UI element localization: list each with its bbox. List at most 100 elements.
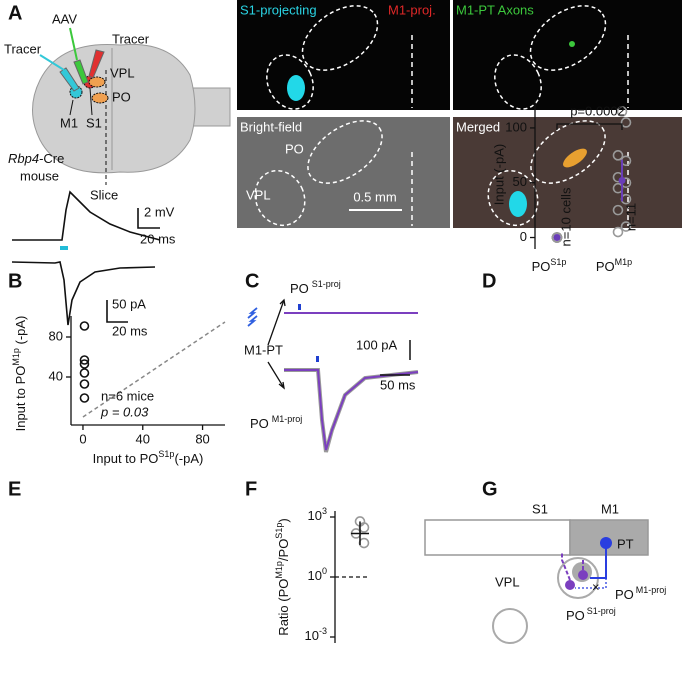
label: PO S1-proj — [566, 606, 616, 623]
image-title: Bright-field — [240, 119, 302, 134]
scale-label: 50 pA — [112, 296, 146, 311]
brain-schematic — [32, 27, 231, 185]
y-tick-label: 100 — [308, 566, 327, 583]
label-part: Input to PO — [93, 451, 159, 466]
category-sup: M1p — [615, 257, 633, 267]
traces-c — [247, 298, 419, 453]
y-axis-label: Ratio (POM1p/POS1p) — [274, 518, 291, 635]
label-part: S1p — [158, 449, 174, 459]
scale-label: 20 ms — [140, 231, 176, 246]
label: M1 — [601, 501, 619, 516]
y-tick-label: 40 — [49, 368, 63, 383]
scale-label: 50 ms — [380, 377, 416, 392]
scale-label: 20 ms — [112, 323, 148, 338]
circuit-diagram — [424, 519, 649, 644]
label-part: ) — [276, 518, 291, 522]
label: PO M1-proj — [250, 414, 302, 431]
label-part: M1p — [11, 348, 21, 366]
label: PT — [617, 536, 634, 551]
label: PO — [112, 89, 131, 104]
label-part: Ratio (PO — [276, 579, 291, 636]
data-point — [620, 221, 632, 232]
x-tick-label: POS1p — [532, 257, 567, 274]
stimulus — [60, 246, 68, 250]
label: M1 — [60, 115, 78, 130]
annotation: p=0.0002 — [570, 103, 625, 118]
label: M1-PT — [244, 342, 283, 357]
category: PO — [596, 259, 615, 274]
significance-bracket — [556, 123, 623, 130]
annotation: n=6 mice — [101, 388, 154, 403]
label: PO — [285, 141, 304, 156]
data-point — [612, 226, 624, 238]
data-point — [79, 393, 90, 403]
label-part: S1p — [274, 523, 284, 539]
tick-sup: -3 — [319, 626, 327, 636]
mean-marker — [618, 177, 626, 185]
annotation: n=11 — [623, 203, 638, 231]
image-title: M1-PT Axons — [456, 2, 534, 17]
label: mouse — [20, 168, 59, 183]
label: × — [592, 579, 600, 594]
label: VPL — [246, 187, 271, 202]
y-tick-label: 103 — [308, 506, 327, 523]
micrographs — [237, 0, 682, 228]
label-part: (-pA) — [13, 316, 28, 349]
x-tick-label: 40 — [136, 431, 150, 446]
stimulus — [298, 304, 301, 310]
x-tick-label: POM1p — [596, 257, 632, 274]
panel-label: E — [8, 478, 21, 500]
y-tick-label: 0 — [520, 229, 527, 244]
tick-sup: 3 — [322, 506, 327, 516]
data-point — [79, 355, 90, 365]
panel-label: D — [482, 270, 496, 292]
image-title: S1-projecting — [240, 2, 317, 17]
annotation: p = 0.03 — [100, 404, 149, 419]
label: VPL — [110, 65, 135, 80]
scale-label: 100 pA — [356, 337, 398, 352]
label: Tracer — [4, 41, 42, 56]
mean-marker — [553, 234, 561, 242]
data-point — [79, 359, 90, 369]
tick-base: 10 — [308, 568, 322, 583]
tick-base: 10 — [305, 628, 319, 643]
data-point — [79, 321, 90, 331]
data-point — [358, 537, 370, 549]
scale-label: 2 mV — [144, 204, 175, 219]
panel-label: F — [245, 478, 257, 500]
tick-base: 10 — [308, 508, 322, 523]
label: S1 — [86, 115, 102, 130]
y-axis-label: Input (-pA) — [491, 144, 506, 205]
annotation: n=10 cells — [558, 187, 573, 246]
diagonal — [82, 321, 226, 418]
data-point — [620, 117, 632, 128]
y-tick-label: 50 — [513, 174, 527, 189]
y-axis-label: Input to POM1p (-pA) — [11, 316, 28, 432]
stimulus — [316, 356, 319, 362]
traces-b — [11, 190, 161, 326]
data-point — [79, 379, 90, 389]
panel-label: B — [8, 270, 22, 292]
panel-label: C — [245, 270, 259, 292]
scale-bar-label: 0.5 mm — [353, 189, 396, 204]
y-tick-label: 100 — [505, 119, 527, 134]
label-part: /PO — [276, 539, 291, 561]
tick-sup: 0 — [322, 566, 327, 576]
label: VPL — [495, 574, 520, 589]
label: S1 — [532, 501, 548, 516]
label: PO M1-proj — [615, 585, 666, 602]
label-part: (-pA) — [174, 451, 203, 466]
x-axis-label: Input to POS1p(-pA) — [93, 449, 204, 466]
data-point — [612, 204, 624, 216]
label-part: M1p — [274, 561, 284, 579]
label: Tracer — [112, 31, 150, 46]
image-title: Merged — [456, 119, 500, 134]
panel-label: G — [482, 478, 498, 500]
data-point — [551, 232, 563, 243]
x-tick-label: 0 — [79, 431, 86, 446]
x-tick-label: 80 — [195, 431, 209, 446]
data-point — [79, 368, 90, 378]
label: Rbp4-Cre — [8, 151, 64, 166]
category-sup: S1p — [550, 257, 566, 267]
y-tick-label: 80 — [49, 328, 63, 343]
